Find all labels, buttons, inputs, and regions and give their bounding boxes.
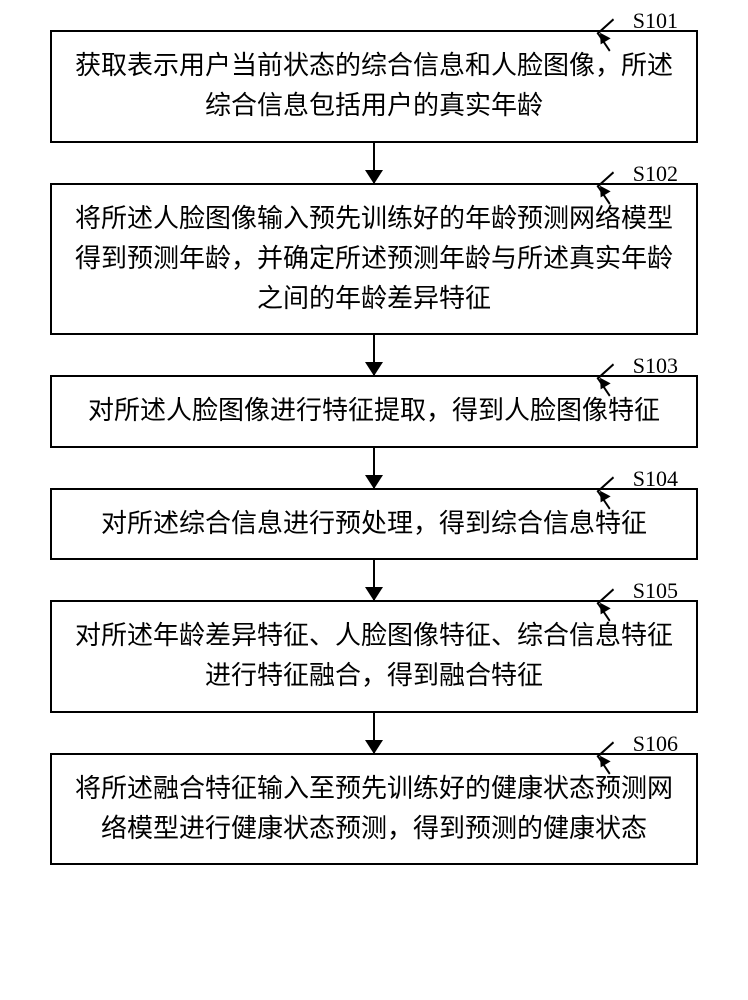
step-box: 将所述人脸图像输入预先训练好的年龄预测网络模型得到预测年龄，并确定所述预测年龄与…: [50, 183, 698, 336]
step-s106: S106 将所述融合特征输入至预先训练好的健康状态预测网络模型进行健康状态预测，…: [50, 753, 698, 866]
connector-arrow: [373, 143, 375, 183]
step-text: 对所述年龄差异特征、人脸图像特征、综合信息特征进行特征融合，得到融合特征: [72, 616, 676, 697]
step-label-s102: S102: [591, 161, 678, 187]
step-s101: S101 获取表示用户当前状态的综合信息和人脸图像，所述综合信息包括用户的真实年…: [50, 30, 698, 143]
step-s105: S105 对所述年龄差异特征、人脸图像特征、综合信息特征进行特征融合，得到融合特…: [50, 600, 698, 713]
connector-arrow: [373, 560, 375, 600]
step-text: 将所述人脸图像输入预先训练好的年龄预测网络模型得到预测年龄，并确定所述预测年龄与…: [72, 199, 676, 320]
step-label-s106: S106: [591, 731, 678, 757]
step-box: 将所述融合特征输入至预先训练好的健康状态预测网络模型进行健康状态预测，得到预测的…: [50, 753, 698, 866]
label-arrow-icon: [603, 365, 641, 385]
step-label-s103: S103: [591, 353, 678, 379]
step-label-s104: S104: [591, 466, 678, 492]
step-box: 对所述年龄差异特征、人脸图像特征、综合信息特征进行特征融合，得到融合特征: [50, 600, 698, 713]
step-s104: S104 对所述综合信息进行预处理，得到综合信息特征: [50, 488, 698, 560]
label-arrow-icon: [603, 20, 641, 40]
step-text: 将所述融合特征输入至预先训练好的健康状态预测网络模型进行健康状态预测，得到预测的…: [72, 769, 676, 850]
step-s102: S102 将所述人脸图像输入预先训练好的年龄预测网络模型得到预测年龄，并确定所述…: [50, 183, 698, 336]
label-arrow-icon: [603, 478, 641, 498]
step-label-s105: S105: [591, 578, 678, 604]
step-box: 获取表示用户当前状态的综合信息和人脸图像，所述综合信息包括用户的真实年龄: [50, 30, 698, 143]
step-s103: S103 对所述人脸图像进行特征提取，得到人脸图像特征: [50, 375, 698, 447]
connector-arrow: [373, 335, 375, 375]
label-arrow-icon: [603, 743, 641, 763]
step-label-s101: S101: [591, 8, 678, 34]
label-arrow-icon: [603, 590, 641, 610]
step-text: 对所述综合信息进行预处理，得到综合信息特征: [101, 504, 647, 544]
flowchart-container: S101 获取表示用户当前状态的综合信息和人脸图像，所述综合信息包括用户的真实年…: [0, 0, 748, 1000]
step-text: 获取表示用户当前状态的综合信息和人脸图像，所述综合信息包括用户的真实年龄: [72, 46, 676, 127]
connector-arrow: [373, 448, 375, 488]
step-text: 对所述人脸图像进行特征提取，得到人脸图像特征: [88, 391, 660, 431]
connector-arrow: [373, 713, 375, 753]
label-arrow-icon: [603, 173, 641, 193]
